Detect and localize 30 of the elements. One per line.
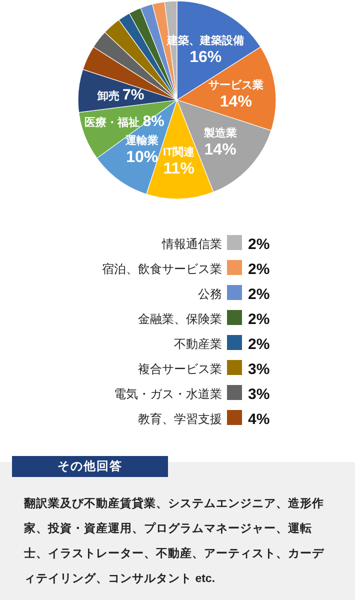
legend-label: 電気・ガス・水道業 (114, 387, 222, 401)
legend-label: 情報通信業 (161, 237, 222, 251)
slice-label: 卸売 (96, 90, 123, 103)
legend-label: 複合サービス業 (138, 362, 222, 376)
slice-label: サービス業 (208, 78, 264, 92)
data-label: 4% (248, 411, 270, 428)
data-label: 11% (163, 160, 194, 178)
slice-label: 運輸業 (124, 134, 159, 148)
data-label: 2% (248, 261, 270, 278)
data-label: 3% (248, 386, 270, 403)
text: 翻訳業及び不動産賃貸業、システムエンジニア、造形作家、投資・資産運用、プログラムマネージャー、運転士、イラストレーター、不動産、アーティスト、カーディテイリング、コンサルタント etc. (24, 496, 324, 587)
legend-label: 金融業、保険業 (138, 312, 222, 326)
data-label: 16% (190, 48, 222, 66)
data-label: 2% (248, 311, 270, 328)
slice-label: IT関連 (162, 145, 196, 158)
data-label: 2% (248, 336, 270, 353)
slice-label: 製造業 (202, 126, 237, 140)
legend-label: 教育、学習支援 (138, 412, 222, 426)
legend-label: 公務 (198, 287, 222, 301)
data-label: 10% (126, 149, 158, 166)
text: その他回答 (12, 456, 168, 477)
data-label: 14% (220, 94, 252, 111)
slice-label: 医療・福祉 (84, 116, 143, 129)
data-label: 3% (248, 361, 270, 378)
legend-label: 不動産業 (174, 337, 222, 351)
data-label: 14% (204, 142, 236, 159)
legend-label: 宿泊、飲食サービス業 (102, 262, 222, 276)
data-label: 7% (122, 86, 144, 104)
data-label: 2% (248, 236, 270, 253)
data-label: 2% (248, 286, 270, 303)
